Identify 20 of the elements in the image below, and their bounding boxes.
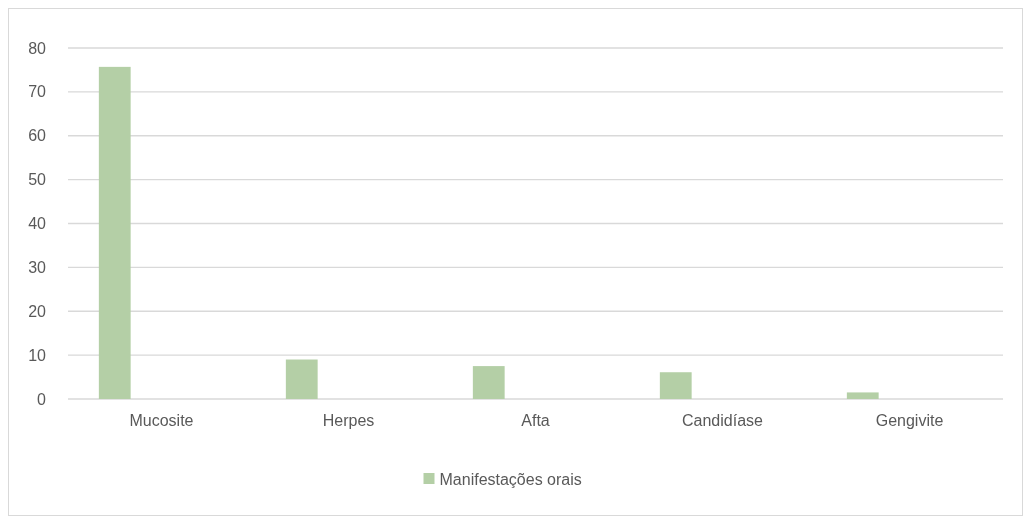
bar <box>98 66 131 399</box>
y-tick-label: 70 <box>28 83 47 101</box>
y-tick-label: 50 <box>28 171 47 189</box>
bar <box>472 366 505 399</box>
x-tick-label: Afta <box>521 412 550 429</box>
y-tick-label: 0 <box>37 390 47 408</box>
x-tick-label: Gengivite <box>875 412 944 429</box>
bar <box>285 359 318 399</box>
y-tick-label: 10 <box>28 346 47 364</box>
legend-label: Manifestações orais <box>439 470 582 488</box>
x-tick-label: Herpes <box>322 412 375 429</box>
bar <box>846 392 879 399</box>
bar <box>659 372 692 399</box>
y-tick-label: 60 <box>28 127 47 145</box>
y-tick-label: 80 <box>28 39 47 57</box>
x-tick-label: Candidíase <box>682 412 764 429</box>
y-tick-label: 30 <box>28 258 47 276</box>
y-tick-label: 20 <box>28 302 47 320</box>
x-tick-label: Mucosite <box>129 412 194 429</box>
y-tick-label: 40 <box>28 215 47 233</box>
